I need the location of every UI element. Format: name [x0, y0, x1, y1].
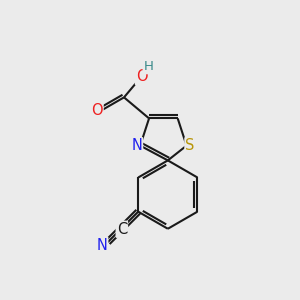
- Text: S: S: [185, 138, 195, 153]
- Text: O: O: [136, 69, 148, 84]
- Text: H: H: [144, 60, 154, 73]
- Text: O: O: [91, 103, 103, 118]
- Text: C: C: [117, 222, 127, 237]
- Text: N: N: [96, 238, 107, 253]
- Text: N: N: [131, 138, 142, 153]
